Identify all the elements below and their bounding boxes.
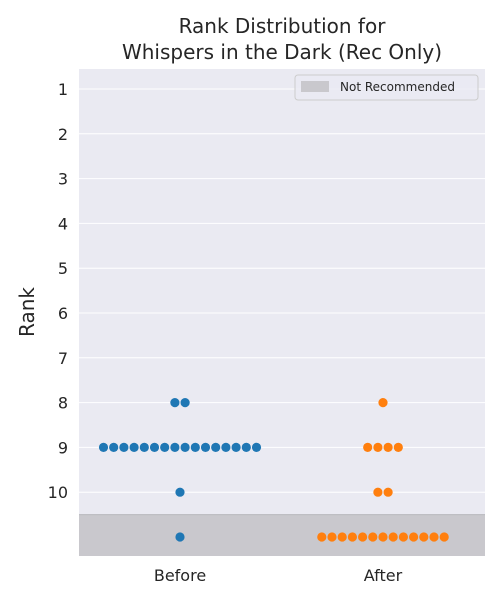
data-point-before — [211, 442, 221, 452]
x-axis-ticks: Before After — [154, 566, 403, 585]
y-tick-label: 1 — [58, 80, 68, 99]
data-point-after — [419, 532, 429, 542]
chart-title: Rank Distribution for Whispers in the Da… — [122, 14, 442, 64]
y-tick-label: 3 — [58, 170, 68, 189]
data-point-before — [200, 442, 211, 452]
data-point-after — [373, 487, 383, 497]
data-point-before — [190, 442, 200, 452]
data-point-before — [129, 442, 139, 452]
data-point-after — [388, 532, 398, 542]
legend-label-not-recommended: Not Recommended — [340, 80, 455, 94]
y-axis-ticks: 1 2 3 4 5 6 7 8 9 10 — [48, 80, 68, 502]
data-point-after — [439, 532, 449, 542]
data-point-after — [398, 532, 408, 542]
data-point-after — [409, 532, 419, 542]
data-point-before — [180, 442, 190, 452]
data-point-before — [160, 442, 170, 452]
chart-title-line-2: Whispers in the Dark (Rec Only) — [122, 40, 442, 64]
data-point-after — [429, 532, 439, 542]
data-point-after — [378, 532, 388, 542]
data-point-after — [378, 398, 388, 408]
x-tick-label: After — [364, 566, 403, 585]
y-tick-label: 2 — [58, 125, 68, 144]
data-point-after — [337, 532, 347, 542]
y-axis-label: Rank — [15, 287, 39, 337]
legend-swatch-not-recommended — [301, 81, 329, 92]
data-point-before — [241, 442, 251, 452]
x-tick-label: Before — [154, 566, 206, 585]
data-point-before — [98, 442, 109, 452]
y-tick-label: 10 — [48, 483, 68, 502]
legend-box — [294, 74, 479, 101]
data-point-before — [251, 442, 262, 452]
data-point-after — [347, 532, 357, 542]
data-point-before — [170, 398, 180, 408]
chart-title-line-1: Rank Distribution for — [179, 14, 387, 38]
data-point-after — [327, 532, 337, 542]
data-point-after — [363, 442, 373, 452]
data-point-before — [109, 442, 119, 452]
y-tick-label: 5 — [58, 259, 68, 278]
data-point-before — [175, 532, 185, 542]
data-point-before — [231, 442, 241, 452]
y-tick-label: 4 — [58, 214, 68, 233]
y-tick-label: 9 — [58, 438, 68, 457]
data-point-before — [175, 487, 185, 497]
data-point-before — [170, 442, 180, 452]
data-point-before — [149, 442, 160, 452]
data-point-after — [368, 532, 378, 542]
data-point-after — [373, 442, 383, 452]
data-point-after — [383, 487, 393, 497]
data-point-after — [317, 532, 327, 542]
y-tick-label: 6 — [58, 304, 68, 323]
data-point-before — [119, 442, 129, 452]
data-point-after — [383, 442, 393, 452]
y-tick-label: 8 — [58, 394, 68, 413]
y-tick-label: 7 — [58, 349, 68, 368]
data-points — [98, 398, 449, 542]
legend: Not Recommended — [294, 74, 479, 101]
data-point-after — [358, 532, 368, 542]
data-point-after — [393, 442, 403, 452]
data-point-before — [139, 442, 149, 452]
data-point-before — [180, 398, 190, 408]
data-point-before — [221, 442, 231, 452]
